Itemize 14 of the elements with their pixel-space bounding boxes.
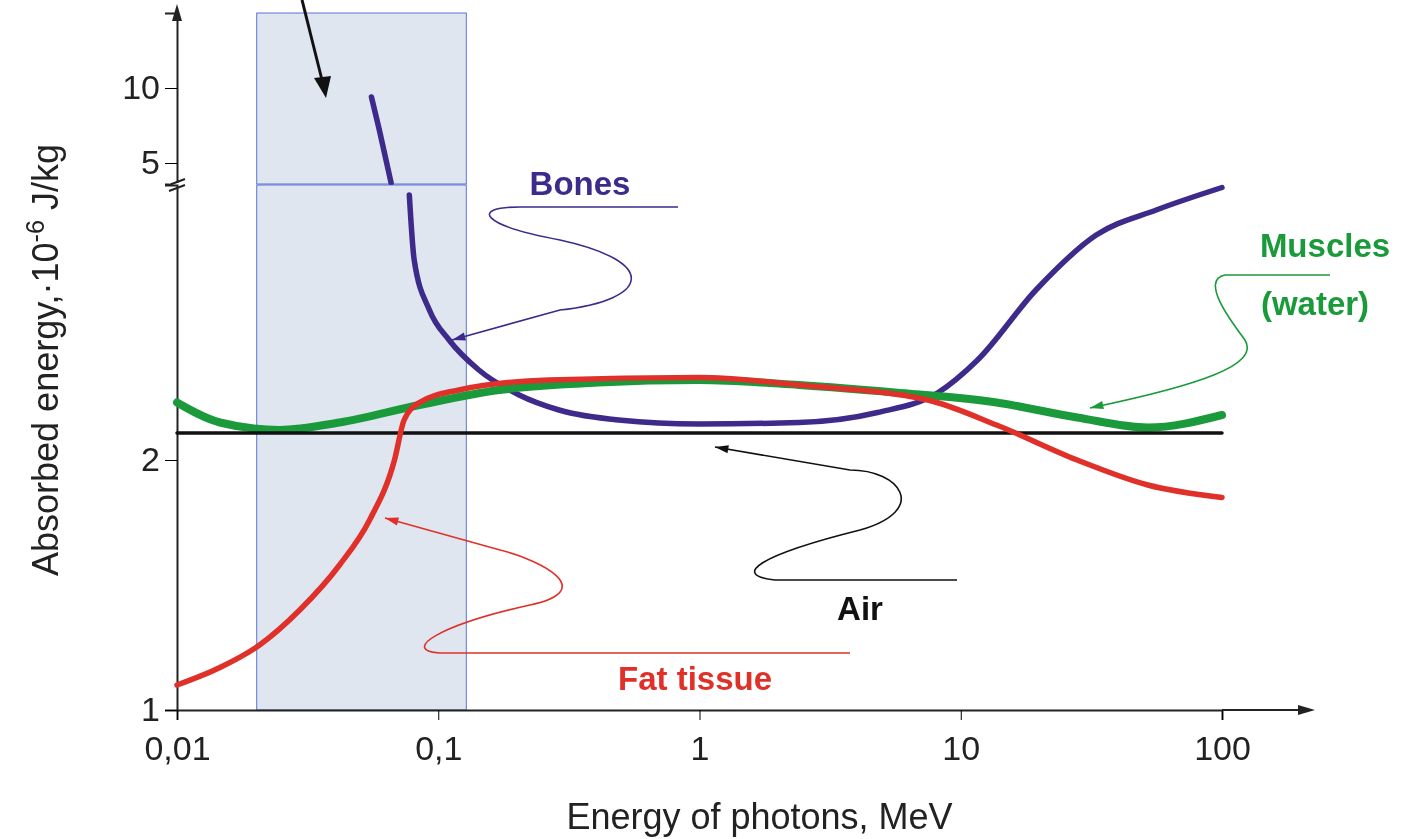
y-tick-label: 2 xyxy=(141,440,160,479)
x-tick-label: 1 xyxy=(690,729,710,768)
y-tick-label: 1 xyxy=(141,690,160,729)
x-tick-label: 0,1 xyxy=(415,729,463,768)
text: Bones xyxy=(529,165,631,202)
x-axis-title: Energy of photons, MeV xyxy=(566,796,953,837)
y-tick-label: 5 xyxy=(141,143,160,182)
x-tick-label: 0,01 xyxy=(144,729,211,768)
text: Muscles (water) xyxy=(1259,227,1391,322)
text: Air xyxy=(837,590,884,627)
x-tick-label: 10 xyxy=(942,729,981,768)
text: Fat tissue xyxy=(617,660,773,697)
x-tick-label: 100 xyxy=(1194,729,1251,768)
y-tick-label: 10 xyxy=(122,68,160,107)
